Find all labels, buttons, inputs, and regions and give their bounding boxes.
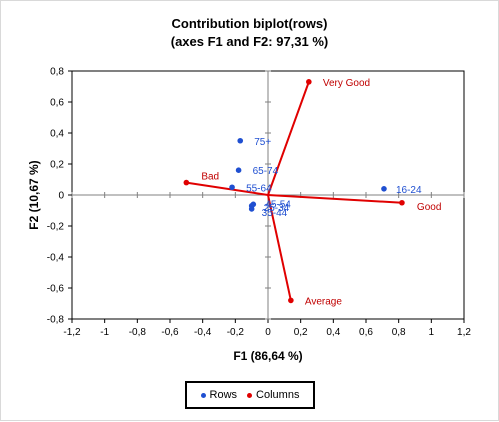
row-point (381, 186, 387, 192)
y-tick-label: 0,6 (50, 98, 64, 109)
x-axis-label: F1 (86,64 %) (233, 349, 302, 363)
x-tick-label: -0,4 (194, 327, 212, 338)
row-point-label: 75+ (254, 137, 271, 148)
column-vector-line (267, 194, 402, 204)
y-tick-label: 0,2 (50, 160, 64, 171)
y-tick-label: 0 (58, 191, 64, 202)
row-point-label: 45-54 (265, 199, 291, 210)
x-tick-label: 0,6 (359, 327, 373, 338)
rows-marker-icon (200, 392, 206, 398)
x-tick-label: 0,4 (326, 327, 340, 338)
y-tick-label: -0,6 (47, 284, 65, 295)
y-axis-label: F2 (10,67 %) (27, 160, 41, 229)
row-point-label: 35-44 (262, 208, 288, 219)
column-point-label: Good (417, 202, 441, 213)
column-point-label: Average (305, 296, 343, 307)
y-tick-label: 0,4 (50, 129, 64, 140)
column-point-label: Bad (201, 172, 219, 183)
chart-title-line2: (axes F1 and F2: 97,31 %) (170, 34, 329, 49)
column-point (306, 79, 312, 85)
y-tick-label: -0,2 (47, 222, 65, 233)
column-point (183, 179, 190, 186)
y-tick-label: 0,8 (50, 67, 64, 78)
x-tick-label: -1 (100, 327, 109, 338)
x-tick-label: 0,8 (392, 327, 406, 338)
x-tick-label: -0,8 (129, 327, 147, 338)
chart-title-line1: Contribution biplot(rows) (171, 16, 328, 31)
x-tick-label: 1 (429, 327, 435, 338)
column-vector-line (186, 181, 269, 196)
x-tick-label: 1,2 (457, 327, 471, 338)
row-point-label: 16-24 (396, 185, 422, 196)
column-point-label: Very Good (323, 78, 370, 89)
row-point-label: 25-34 (264, 203, 290, 214)
column-vector-line (267, 81, 310, 196)
columns-marker-icon (247, 392, 253, 398)
row-point (248, 206, 255, 212)
row-point-label: 55-64 (246, 183, 272, 194)
row-point (229, 184, 235, 191)
x-tick-label: 0,2 (294, 327, 308, 338)
legend-item-columns: Columns (247, 389, 299, 401)
x-tick-label: -1,2 (63, 327, 81, 338)
y-tick-label: -0,4 (47, 253, 65, 264)
legend-item-rows: Rows (200, 389, 238, 401)
chart-title: Contribution biplot(rows) (axes F1 and F… (1, 15, 498, 51)
x-tick-label: 0 (265, 327, 271, 338)
x-tick-label: -0,2 (227, 327, 245, 338)
column-vector-line (267, 194, 292, 301)
row-point (237, 137, 244, 144)
column-point (288, 297, 294, 304)
row-point-label: 65-74 (253, 166, 279, 177)
column-point (399, 199, 405, 206)
legend: Rows Columns (185, 381, 315, 409)
y-tick-label: -0,8 (47, 315, 65, 326)
legend-label-rows: Rows (209, 389, 238, 401)
row-point (235, 167, 242, 173)
legend-label-columns: Columns (256, 389, 300, 401)
x-tick-label: -0,6 (161, 327, 179, 338)
